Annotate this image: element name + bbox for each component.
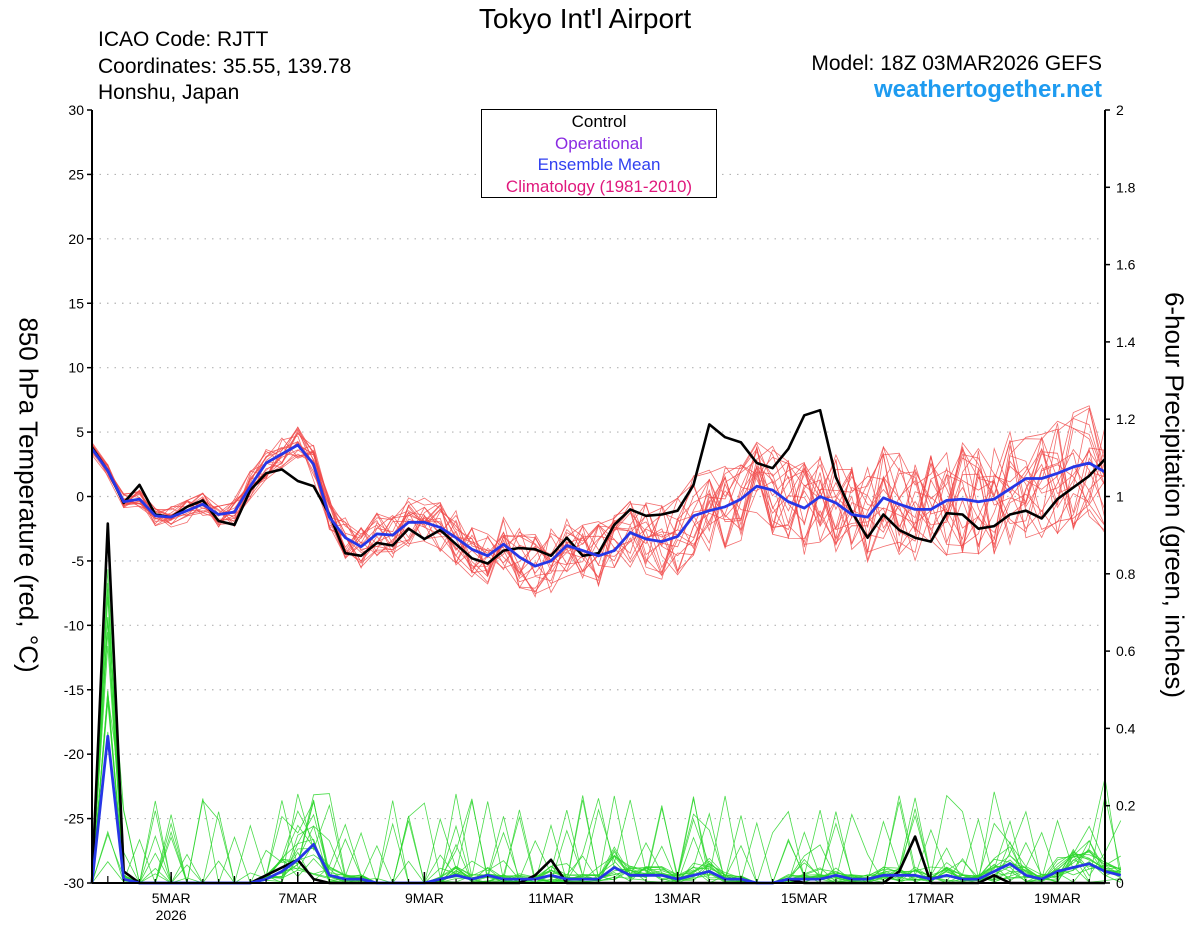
- left-tick-label: -15: [64, 682, 84, 698]
- left-tick-label: 0: [76, 489, 84, 505]
- precip-member-line: [91, 690, 1121, 884]
- precip-member-line: [91, 695, 1121, 884]
- left-tick-label: 20: [68, 231, 84, 247]
- x-tick-label: 13MAR: [654, 890, 701, 906]
- y-axis-right-label: 6-hour Precipitation (green, inches): [1159, 291, 1190, 699]
- precip-member-line: [91, 617, 1121, 884]
- temp-member-line: [91, 433, 1106, 581]
- temp-member-line: [91, 449, 1106, 594]
- left-tick-label: -25: [64, 811, 84, 827]
- legend-item-ensemble-mean: Ensemble Mean: [537, 155, 661, 174]
- precip-member-line: [91, 617, 1121, 884]
- x-tick-sublabel: 2026: [156, 907, 187, 923]
- left-tick-label: 5: [76, 424, 84, 440]
- left-tick-label: -10: [64, 617, 84, 633]
- left-tick-label: 15: [68, 295, 84, 311]
- right-tick-label: 1.8: [1116, 179, 1136, 195]
- axes: 302520151050-5-10-15-20-25-3021.81.61.41…: [64, 102, 1136, 923]
- left-tick-label: 30: [68, 102, 84, 118]
- x-tick-label: 7MAR: [278, 890, 317, 906]
- temp-member-line: [91, 426, 1106, 595]
- left-tick-label: 10: [68, 360, 84, 376]
- temp-mean-line: [90, 443, 1106, 568]
- right-tick-label: 1: [1116, 489, 1124, 505]
- right-tick-label: 0.4: [1116, 720, 1136, 736]
- x-tick-label: 9MAR: [405, 890, 444, 906]
- legend: Control Operational Ensemble Mean Climat…: [481, 109, 717, 198]
- right-tick-label: 1.6: [1116, 257, 1136, 273]
- legend-item-control: Control: [571, 112, 627, 131]
- icao-code: ICAO Code: RJTT: [98, 28, 269, 51]
- right-tick-label: 0.2: [1116, 798, 1136, 814]
- right-tick-label: 0.8: [1116, 566, 1136, 582]
- x-tick-label: 19MAR: [1034, 890, 1081, 906]
- right-tick-label: 0.6: [1116, 643, 1136, 659]
- precip-member-line: [91, 701, 1122, 884]
- x-tick-label: 15MAR: [781, 890, 828, 906]
- left-tick-label: -30: [64, 875, 84, 891]
- temp-member-line: [91, 426, 1106, 579]
- precip-member-line: [91, 620, 1121, 884]
- coordinates: Coordinates: 35.55, 139.78: [98, 55, 352, 78]
- x-tick-label: 17MAR: [908, 890, 955, 906]
- y-axis-left-label: 850 hPa Temperature (red, °C): [13, 317, 44, 673]
- precip-member-line: [91, 690, 1122, 884]
- model-run: Model: 18Z 03MAR2026 GEFS: [811, 52, 1102, 75]
- precip-member-line: [91, 693, 1121, 884]
- temp-member-line: [91, 445, 1106, 575]
- legend-item-climatology: Climatology (1981-2010): [505, 176, 693, 196]
- x-tick-label: 5MAR: [152, 890, 191, 906]
- left-tick-label: 25: [68, 166, 84, 182]
- temp-member-line: [91, 417, 1106, 580]
- x-tick-label: 11MAR: [528, 890, 574, 906]
- temp-member-line: [91, 437, 1106, 598]
- chart-title: Tokyo Int'l Airport: [478, 3, 692, 34]
- right-tick-label: 2: [1116, 102, 1124, 118]
- temp-member-line: [91, 431, 1106, 588]
- temp-control-line: [90, 408, 1106, 565]
- right-tick-label: 1.4: [1116, 334, 1136, 350]
- region: Honshu, Japan: [98, 81, 240, 104]
- right-tick-label: 1.2: [1116, 411, 1136, 427]
- precip-mean-line: [90, 734, 1122, 885]
- left-tick-label: -5: [72, 553, 85, 569]
- precip-member-line: [91, 645, 1121, 884]
- precip-member-line: [91, 697, 1121, 884]
- right-tick-label: 0: [1116, 875, 1124, 891]
- legend-item-operational: Operational: [555, 133, 643, 153]
- brand-link[interactable]: weathertogether.net: [873, 76, 1102, 103]
- precip-member-line: [91, 632, 1122, 884]
- series-lines: [90, 408, 1122, 885]
- precipitation-members: [91, 569, 1122, 884]
- left-tick-label: -20: [64, 746, 84, 762]
